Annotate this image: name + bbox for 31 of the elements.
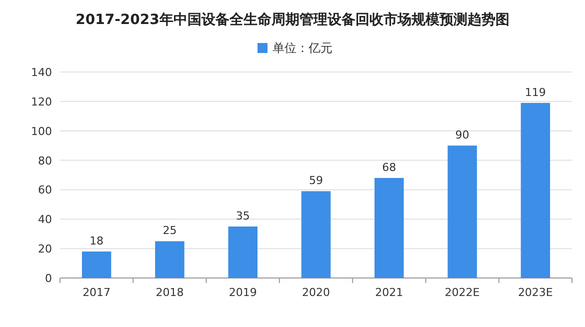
y-tick-label: 60 [38, 184, 52, 197]
x-tick-label: 2022E [444, 286, 480, 299]
x-tick-label: 2020 [302, 286, 330, 299]
y-tick-label: 120 [31, 95, 52, 108]
y-tick-label: 80 [38, 154, 52, 168]
bar [374, 178, 404, 278]
bar [301, 191, 331, 278]
x-tick-label: 2023E [518, 286, 553, 299]
x-tick-label: 2019 [228, 286, 257, 299]
chart-title: 2017-2023年中国设备全生命周期管理设备回收市场规模预测趋势图 [76, 11, 510, 28]
bar [228, 226, 258, 278]
bar [520, 102, 550, 278]
data-label: 35 [236, 210, 250, 222]
y-tick-label: 140 [31, 66, 52, 79]
x-tick-label: 2021 [375, 286, 404, 299]
y-tick-label: 20 [38, 242, 52, 256]
data-label: 18 [90, 234, 104, 248]
y-tick-label: 100 [31, 124, 52, 138]
y-tick-label: 40 [38, 213, 52, 226]
data-label: 59 [309, 174, 323, 188]
data-label: 25 [162, 224, 177, 238]
legend-label: 单位：亿元 [272, 41, 332, 55]
data-label: 119 [524, 86, 546, 99]
bar [448, 146, 477, 278]
data-label: 90 [455, 128, 470, 142]
y-tick-label: 0 [45, 272, 52, 285]
x-tick-label: 2017 [82, 286, 111, 299]
data-label: 68 [382, 160, 396, 174]
x-tick-label: 2018 [156, 286, 184, 299]
bar [82, 252, 112, 278]
bar [155, 241, 184, 278]
